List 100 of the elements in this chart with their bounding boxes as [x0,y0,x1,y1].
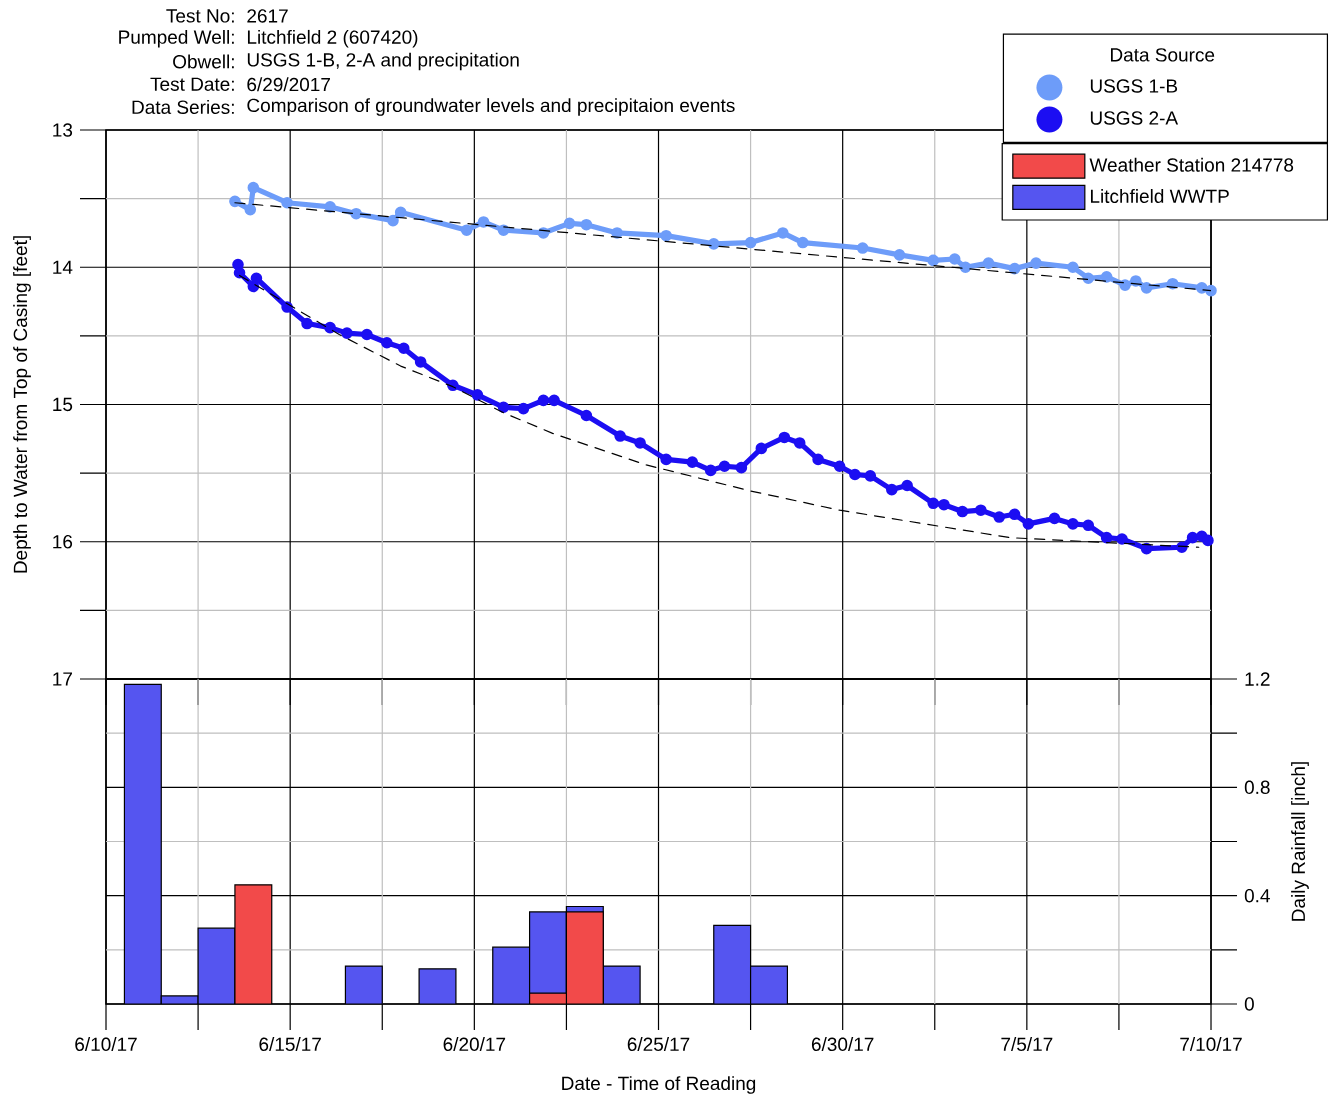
text: Test No: [166,9,234,23]
legend-label: Weather Station 214778 [1089,157,1294,172]
point [938,498,950,511]
point [537,227,550,239]
point [948,253,961,265]
point [793,437,806,449]
x-axis-title: Date - Time of Reading [562,1076,756,1094]
point [956,505,969,518]
text: USGS 1-B, 2-A and precipitation [247,52,519,71]
point [247,181,260,194]
point [361,328,373,341]
point [1008,262,1021,275]
point [281,196,293,209]
point [580,218,593,231]
point [1166,277,1179,290]
point [1100,271,1113,283]
point [244,203,257,216]
point [611,227,623,239]
text: Litchfield 2 (607420) [247,29,418,48]
y2-axis-title: Daily Rainfall [inch] [1291,762,1309,921]
point [414,356,427,368]
point [833,460,846,473]
y-tick-label: 13 [53,123,73,137]
point [324,321,336,334]
y2-tick-label: 0 [1244,997,1254,1011]
text: 2617 [247,9,288,23]
text: Pumped Well: [119,29,234,48]
point [614,430,626,442]
point [1030,257,1042,269]
point [301,317,313,330]
point [885,483,898,496]
point [927,254,940,267]
point [707,238,720,250]
x-tick-label: 6/15/17 [259,1037,321,1052]
point [975,504,987,516]
point [537,394,550,407]
point [744,236,757,249]
point [686,456,699,468]
point [1130,275,1142,287]
point [341,327,353,339]
point [1140,282,1153,294]
text: Test Date: [150,77,234,91]
point [777,227,789,239]
point [1008,508,1021,521]
point [1116,533,1128,545]
point [1048,512,1061,525]
legend-label: USGS 1-B [1090,79,1178,93]
point [856,242,869,254]
point [1205,284,1217,297]
point [718,460,731,473]
y2-tick-label: 1.2 [1245,672,1270,686]
point [1119,279,1131,291]
x-tick-label: 7/10/17 [1180,1037,1242,1052]
text: Obwell: [173,54,234,69]
point [232,258,244,271]
y2-tick-label: 0.4 [1244,888,1270,903]
point [1176,541,1188,554]
point [580,409,593,422]
y2-tick-label: 0.8 [1244,780,1270,795]
x-tick-label: 6/10/17 [75,1037,137,1052]
x-tick-label: 6/20/17 [443,1037,506,1052]
y-tick-label: 14 [53,260,73,274]
point [250,272,263,285]
point [849,468,861,481]
point [893,249,906,261]
point [1067,261,1079,274]
point [1067,518,1079,530]
point [901,479,913,492]
point [796,236,809,249]
point [982,257,995,269]
point [397,342,410,355]
point [517,402,530,415]
x-tick-label: 6/25/17 [627,1037,690,1052]
point [735,461,748,474]
point [281,301,293,313]
point [471,389,484,401]
point [381,336,393,349]
point [755,442,768,455]
point [394,206,407,219]
point [634,437,646,449]
text: 6/29/2017 [247,77,330,92]
point [1140,542,1153,555]
bar [234,884,273,1004]
y-tick-label: 16 [53,535,73,549]
point [1022,518,1035,530]
point [447,379,459,392]
y-tick-label: 17 [53,672,72,686]
legend-label: Litchfield WWTP [1090,189,1229,203]
legend-label: USGS 2-A [1090,111,1179,125]
point [1196,530,1208,543]
point [927,497,940,510]
point [497,401,510,414]
point [660,229,672,242]
point [1186,531,1199,544]
point [548,394,560,407]
point [1082,519,1095,532]
point [660,453,672,466]
x-tick-label: 6/30/17 [811,1037,874,1052]
legend-title: Data Source [1110,48,1215,62]
text: Comparison of groundwater levels and precipitaion events [247,98,735,116]
